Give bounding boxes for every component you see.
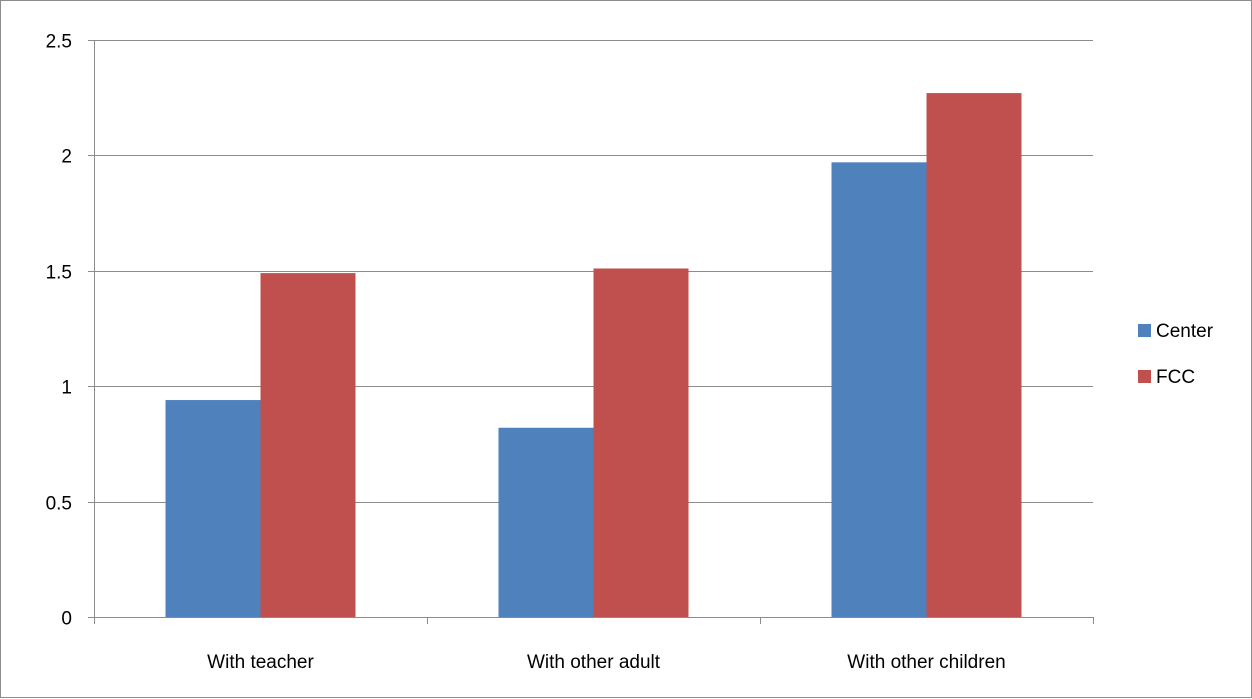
bar-center-1	[165, 400, 261, 617]
bar-fcc-2	[593, 268, 689, 617]
y-tick-label: 0.5	[46, 494, 72, 515]
y-tick-label: 0	[61, 609, 72, 630]
x-tick-labels: With teacher With other adult With other c…	[207, 652, 1006, 673]
x-tick-label: With other children	[847, 652, 1005, 673]
y-tick-label: 1	[61, 378, 72, 399]
legend-swatch-center	[1138, 324, 1151, 337]
bars	[165, 93, 1022, 618]
y-tick-labels: 0 0.5 1 1.5 2 2.5	[46, 32, 72, 630]
axes	[88, 40, 1094, 624]
legend-swatch-fcc	[1138, 370, 1151, 383]
bar-fcc-1	[260, 273, 356, 617]
y-tick-label: 2.5	[46, 32, 72, 53]
y-tick-label: 2	[61, 147, 72, 168]
y-tick-label: 1.5	[46, 263, 72, 284]
legend-label-fcc: FCC	[1156, 367, 1195, 388]
legend-label-center: Center	[1156, 321, 1214, 342]
bar-center-3	[831, 162, 927, 617]
bar-center-2	[498, 427, 594, 617]
legend: Center FCC	[1138, 321, 1214, 388]
bar-fcc-3	[926, 93, 1022, 618]
x-tick-label: With other adult	[527, 652, 661, 673]
x-tick-label: With teacher	[207, 652, 314, 673]
